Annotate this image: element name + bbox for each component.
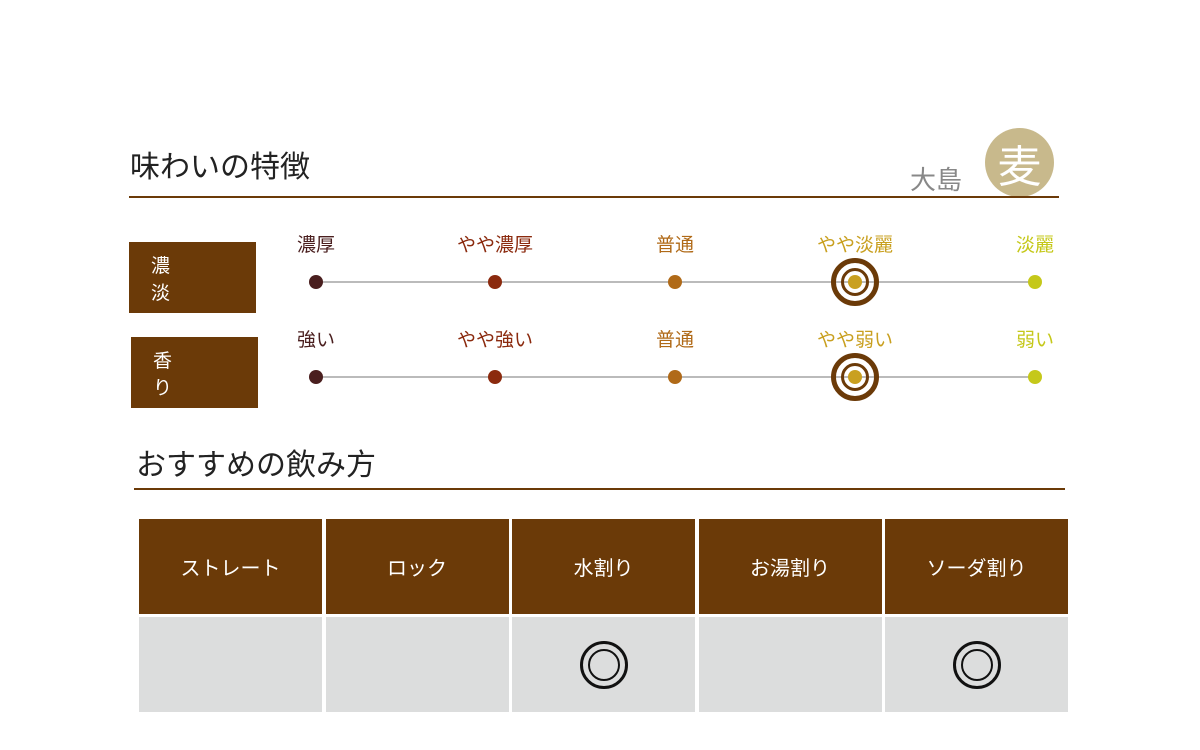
scale-dot [488,370,502,384]
scale-dot [1028,370,1042,384]
drink-title: おすすめの飲み方 [136,448,376,483]
method-cell [512,617,695,712]
scale-dot [668,370,682,384]
scale-dot [488,275,502,289]
region-label: 大島 [910,166,963,196]
scale-dot [309,370,323,384]
barley-badge: 麦 [985,128,1054,197]
scale-label: 濃厚 [296,234,336,256]
scale-label: 普通 [655,234,695,256]
selected-marker-inner-icon [841,268,869,296]
scale-dot [668,275,682,289]
selected-marker-icon [831,258,879,306]
scale-dot [309,275,323,289]
method-header: お湯割り [698,519,882,614]
double-circle-icon [952,640,1001,689]
double-circle-icon [579,640,628,689]
method-cell [139,617,322,712]
scale-label: 強い [296,329,336,351]
method-header: ストレート [139,519,322,614]
taste-title: 味わいの特徴 [130,150,310,185]
method-header: ソーダ割り [885,519,1068,614]
method-cell [698,617,882,712]
scale-label: やや弱い [816,329,894,351]
method-cell [325,617,509,712]
method-cell [885,617,1068,712]
selected-marker-inner-icon [841,363,869,391]
divider [129,196,1059,198]
taste-row-label: 香 り [131,337,258,408]
scale-label: 普通 [655,329,695,351]
scale-label: やや濃厚 [456,234,534,256]
method-header: ロック [325,519,509,614]
selected-marker-icon [831,353,879,401]
scale-label: やや強い [456,329,534,351]
divider [134,488,1065,490]
scale-dot [1028,275,1042,289]
taste-row-label: 濃 淡 [129,242,256,313]
scale-label: 弱い [1015,329,1055,351]
scale-label: 淡麗 [1015,234,1055,256]
scale-label: やや淡麗 [816,234,894,256]
method-header: 水割り [512,519,695,614]
